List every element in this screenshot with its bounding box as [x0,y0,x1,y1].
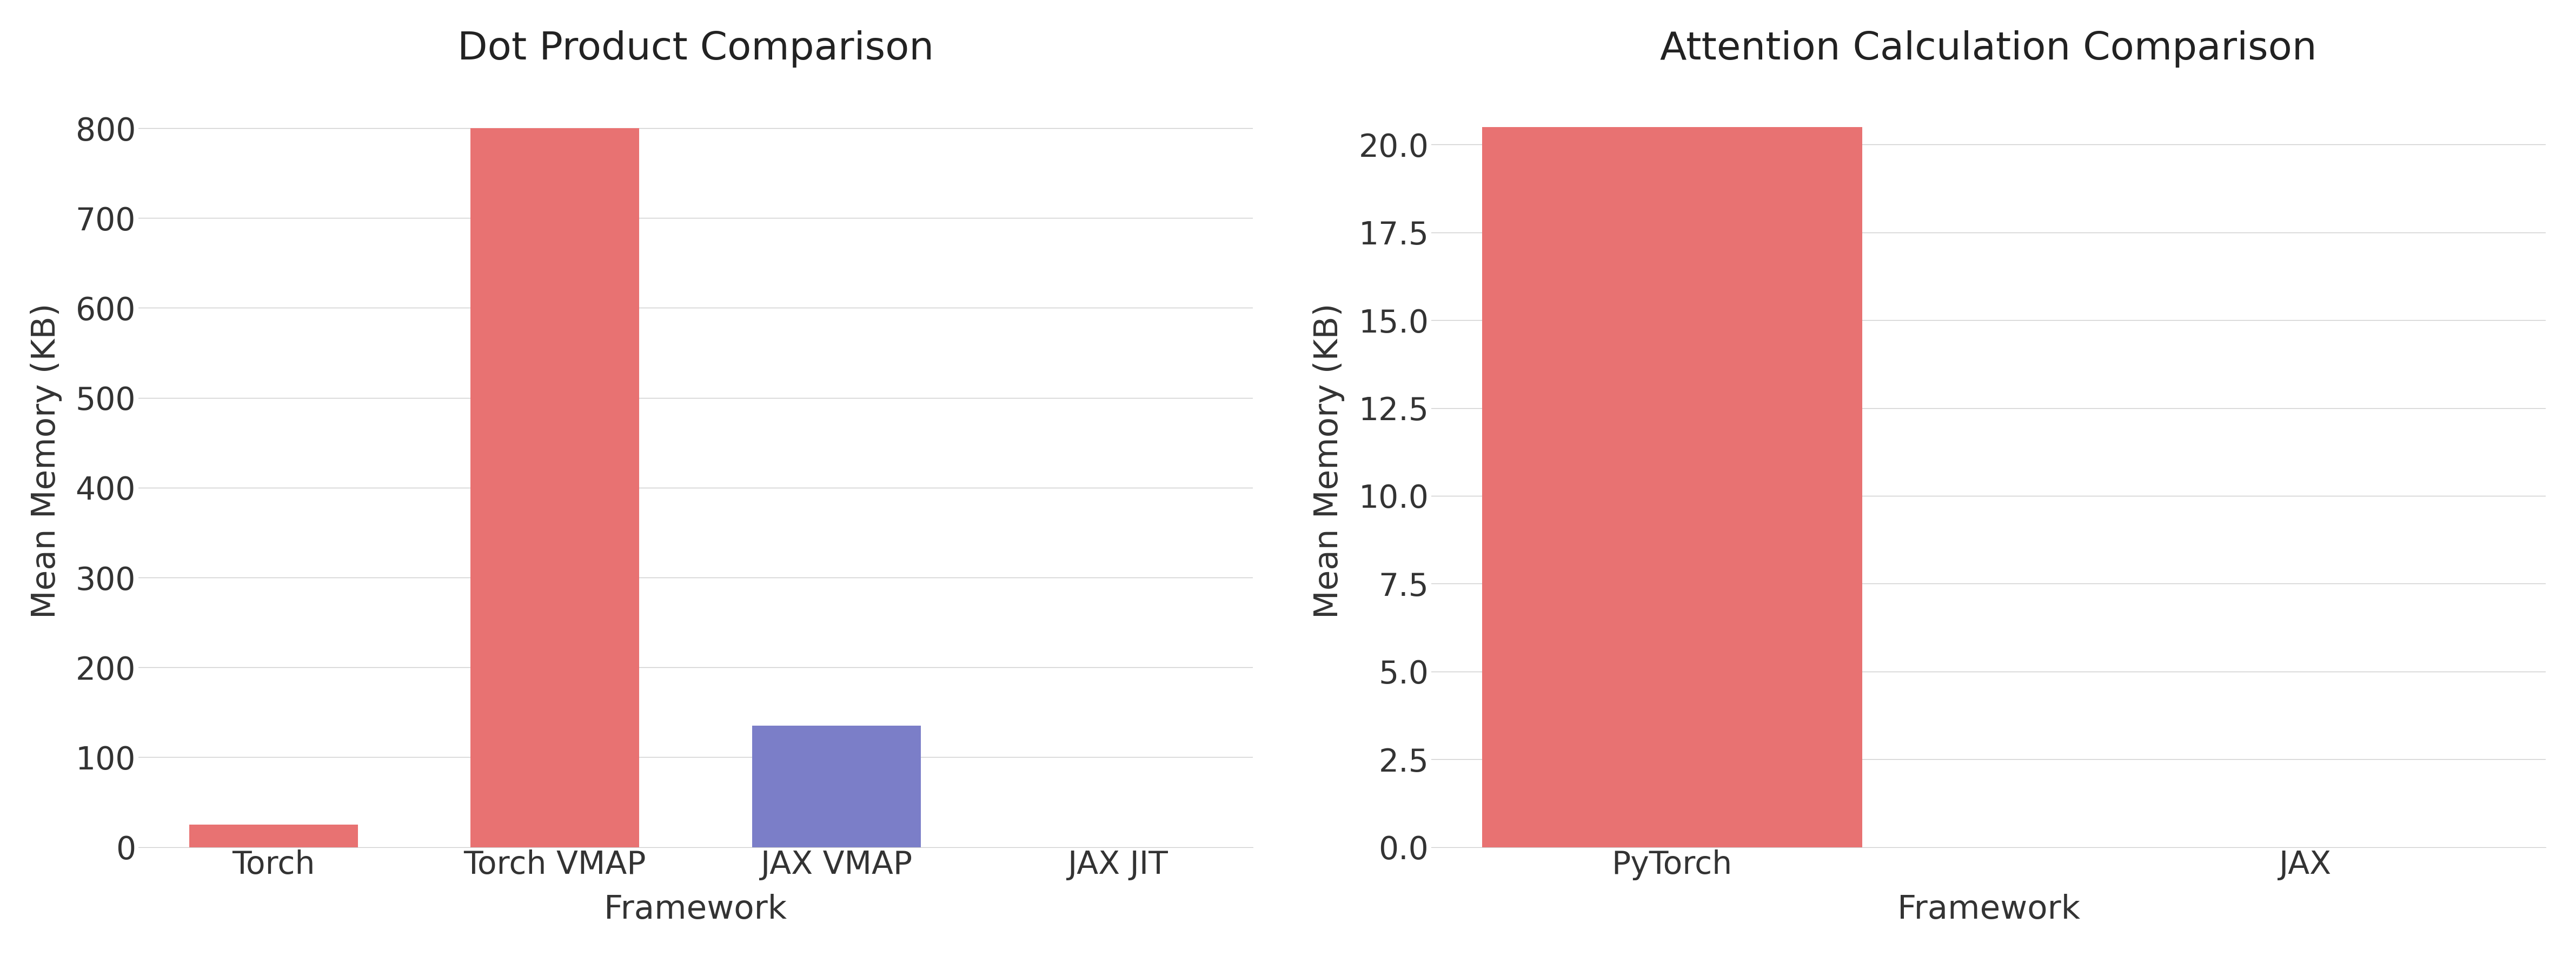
Bar [1481,127,1862,847]
Title: Dot Product Comparison: Dot Product Comparison [459,30,935,67]
Bar [471,128,639,847]
Title: Attention Calculation Comparison: Attention Calculation Comparison [1662,30,2316,67]
Bar [752,726,920,847]
X-axis label: Framework: Framework [605,894,788,926]
X-axis label: Framework: Framework [1899,894,2079,926]
Bar [188,825,358,847]
Y-axis label: Mean Memory (KB): Mean Memory (KB) [1314,303,1345,619]
Y-axis label: Mean Memory (KB): Mean Memory (KB) [31,303,62,619]
